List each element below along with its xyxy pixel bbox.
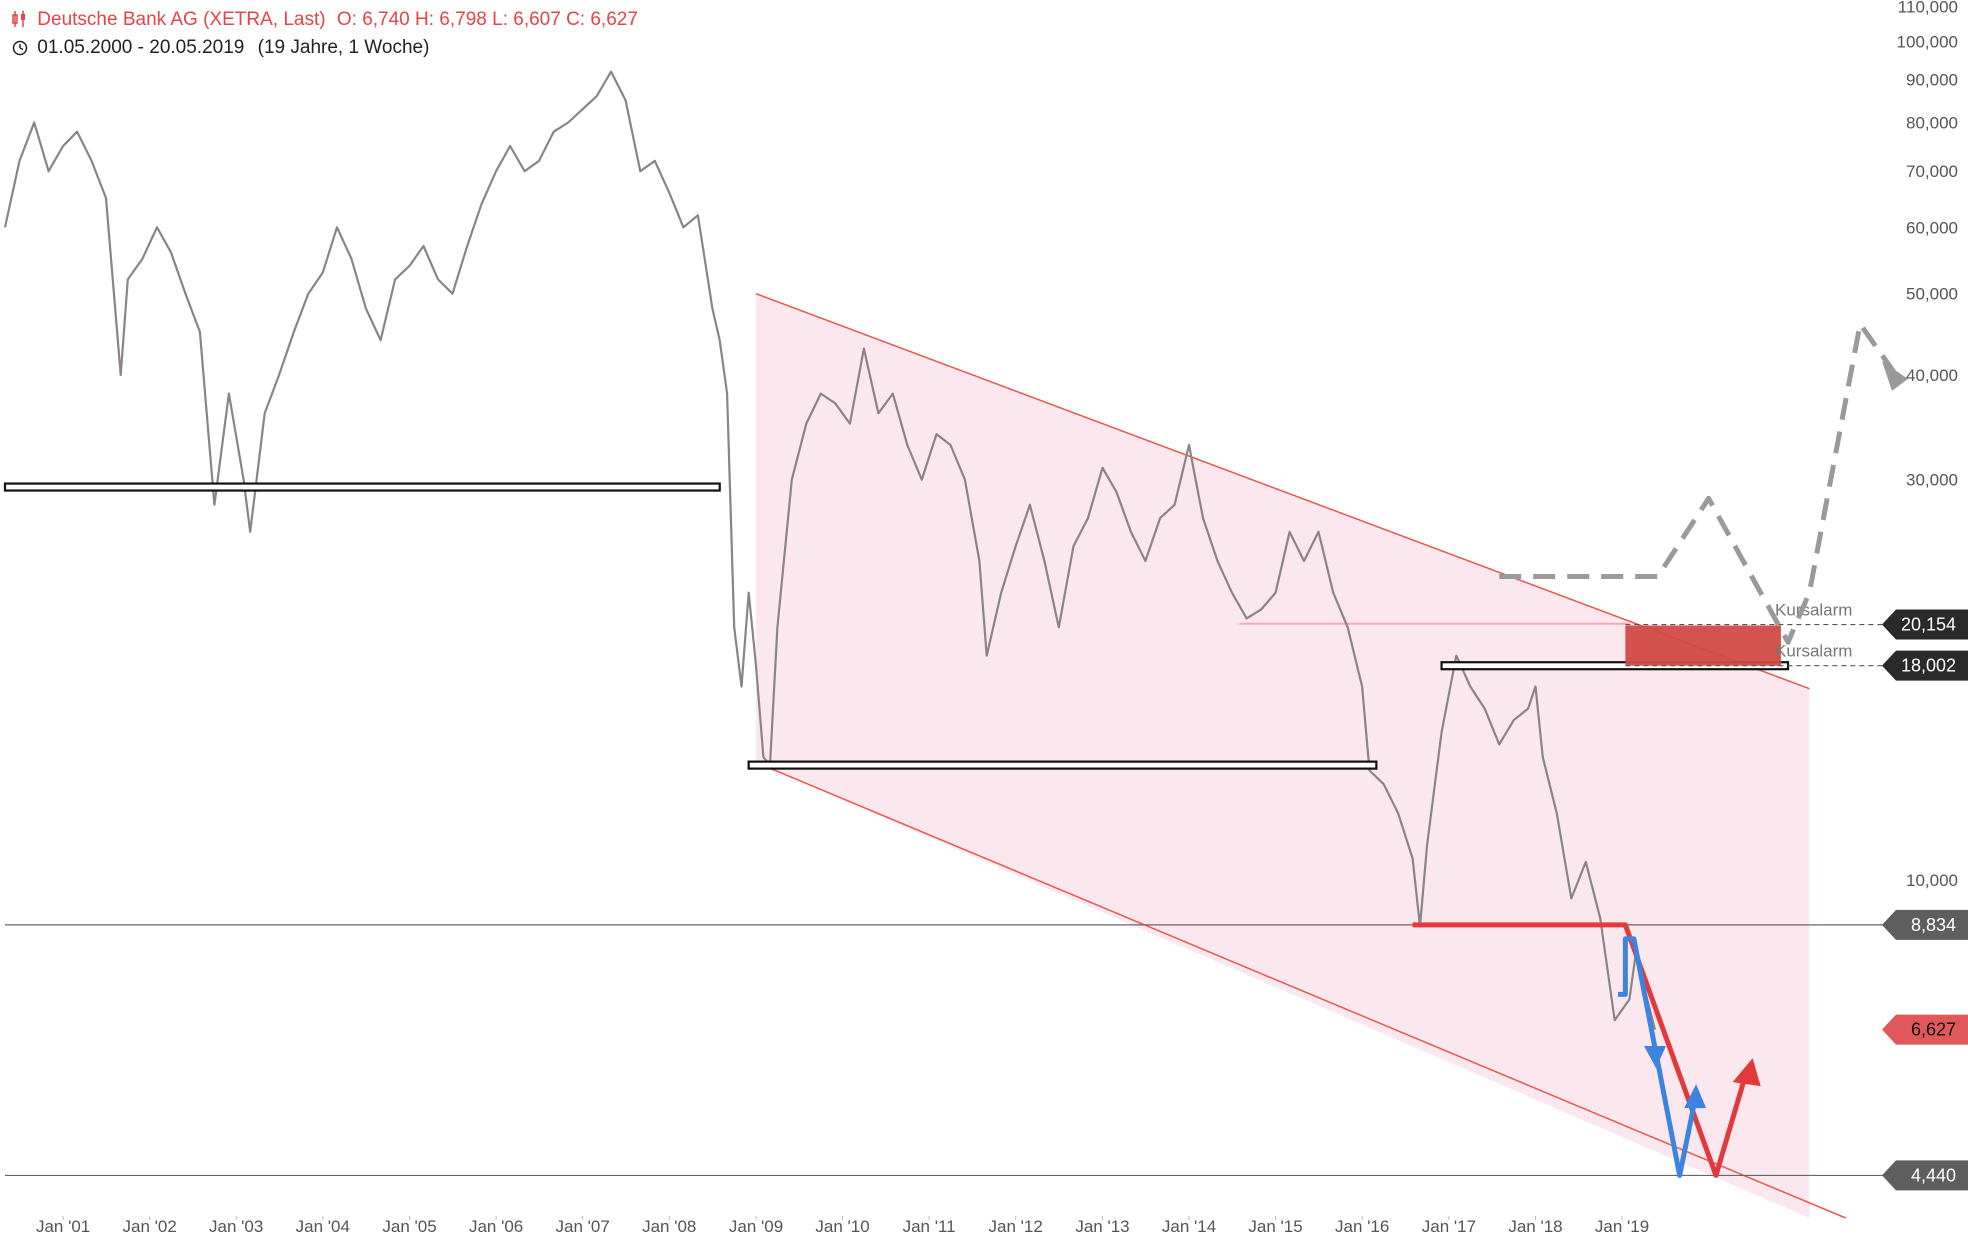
- x-axis: Jan '01 Jan '02 Jan '03 Jan '04 Jan '05 Jan '…: [36, 1216, 1649, 1236]
- scenario-path: [1499, 321, 1898, 645]
- x-tick-label-16: Jan '17: [1422, 1217, 1476, 1236]
- trend-channel: [755, 292, 1846, 1219]
- x-tick-label-2: Jan '03: [209, 1217, 263, 1236]
- instrument-header: Deutsche Bank AG (XETRA, Last) O: 6,740 …: [12, 9, 638, 31]
- annotations: Kursalarm Kursalarm: [3, 321, 1908, 1178]
- red-target-arrowhead: [1732, 1058, 1761, 1087]
- support-line-0: [3, 482, 721, 492]
- y-tick-label-0: 110,000: [1898, 0, 1958, 17]
- price-series: [3, 70, 1657, 1030]
- price-alert-label-0: Kursalarm: [1775, 601, 1852, 620]
- blue-target-arrowhead: [1684, 1084, 1707, 1109]
- instrument-name: Deutsche Bank AG (XETRA, Last): [37, 9, 326, 30]
- price-alert-label-1: Kursalarm: [1775, 642, 1852, 661]
- x-tick-label-15: Jan '16: [1335, 1217, 1389, 1236]
- alert-tag-0-bg: [1882, 609, 1968, 640]
- alert-tag-1-label: 18,002: [1901, 656, 1956, 676]
- support-line-1: [747, 760, 1378, 770]
- x-tick-label-17: Jan '18: [1508, 1217, 1562, 1236]
- level-tag-0-label: 8,834: [1911, 915, 1956, 935]
- x-tick-label-10: Jan '11: [903, 1217, 956, 1236]
- x-tick-label-0: Jan '01: [36, 1217, 90, 1236]
- y-tick-label-9: 10,000: [1906, 871, 1958, 890]
- x-tick-label-1: Jan '02: [123, 1217, 177, 1236]
- x-tick-label-12: Jan '13: [1075, 1217, 1129, 1236]
- clock-icon: [12, 40, 28, 56]
- red-target-path: [1412, 922, 1748, 1178]
- current-price-tag-label: 6,627: [1911, 1020, 1956, 1040]
- level-tag-0-bg: [1882, 909, 1968, 940]
- price-tags: 20,154 18,002 8,834 4,440 6,627: [1882, 609, 1968, 1191]
- y-tick-label-4: 70,000: [1906, 162, 1958, 181]
- level-tag-1-label: 4,440: [1911, 1165, 1956, 1185]
- price-line: [3, 70, 1657, 1030]
- x-tick-label-11: Jan '12: [989, 1217, 1043, 1236]
- price-alert-zone: [1625, 625, 1781, 666]
- channel-lower-line: [755, 761, 1846, 1219]
- y-tick-label-3: 80,000: [1906, 114, 1958, 133]
- y-tick-label-2: 90,000: [1906, 71, 1958, 90]
- y-axis: 110,000 100,000 90,000 80,000 70,000 60,000 50…: [1897, 0, 1958, 890]
- level-tag-1-bg: [1882, 1160, 1968, 1191]
- period-note: (19 Jahre, 1 Woche): [257, 37, 430, 58]
- x-tick-label-14: Jan '15: [1248, 1217, 1302, 1236]
- x-tick-label-7: Jan '08: [642, 1217, 696, 1236]
- alert-tag-1-bg: [1882, 650, 1968, 681]
- x-tick-label-18: Jan '19: [1595, 1217, 1649, 1236]
- y-tick-label-8: 30,000: [1906, 471, 1958, 490]
- y-tick-label-5: 60,000: [1906, 218, 1958, 237]
- blue-target-path: [1618, 936, 1697, 1178]
- candlestick-icon: [12, 11, 25, 27]
- x-tick-label-13: Jan '14: [1162, 1217, 1216, 1236]
- current-price-tag-bg: [1882, 1014, 1968, 1045]
- y-tick-label-1: 100,000: [1897, 32, 1958, 51]
- ohlc-values: O: 6,740 H: 6,798 L: 6,607 C: 6,627: [336, 9, 638, 30]
- channel-fill: [756, 293, 1810, 1218]
- x-tick-label-8: Jan '09: [729, 1217, 783, 1236]
- x-tick-label-4: Jan '05: [382, 1217, 436, 1236]
- x-tick-label-3: Jan '04: [296, 1217, 350, 1236]
- scenario-arrowhead: [1881, 360, 1908, 391]
- channel-upper-line: [755, 292, 1810, 690]
- y-tick-label-7: 40,000: [1906, 366, 1958, 385]
- x-tick-label-9: Jan '10: [815, 1217, 869, 1236]
- x-tick-label-5: Jan '06: [469, 1217, 523, 1236]
- y-tick-label-6: 50,000: [1906, 285, 1958, 304]
- period-header: 01.05.2000 - 20.05.2019 (19 Jahre, 1 Woc…: [12, 37, 429, 59]
- blue-mid-arrowhead: [1644, 1046, 1666, 1069]
- x-tick-label-6: Jan '07: [556, 1217, 610, 1236]
- period-range: 01.05.2000 - 20.05.2019: [37, 37, 245, 58]
- alert-tag-0-label: 20,154: [1901, 615, 1956, 635]
